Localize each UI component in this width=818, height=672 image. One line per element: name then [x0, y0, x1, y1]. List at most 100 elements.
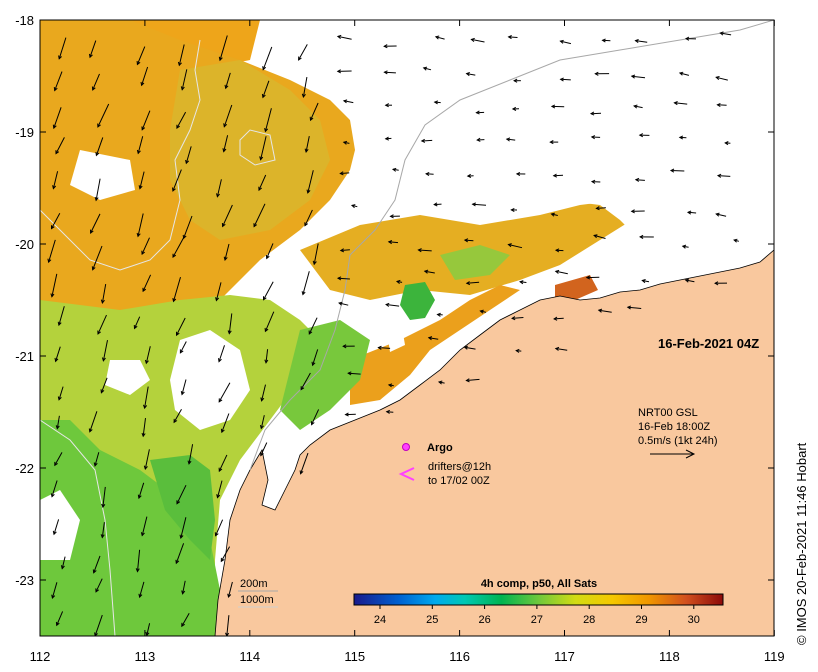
wind-arrow-head — [215, 297, 220, 302]
wind-arrow-head — [222, 148, 227, 153]
wind-arrow — [94, 614, 103, 636]
isobath-200m-label: 200m — [240, 578, 268, 590]
wind-arrow — [134, 316, 141, 329]
wind-arrow — [466, 73, 476, 76]
argo-label: Argo — [427, 442, 453, 454]
wind-arrow — [92, 73, 100, 91]
wind-arrow-head — [639, 234, 644, 239]
wind-arrow-head — [304, 222, 309, 227]
wind-arrow — [716, 213, 727, 217]
wind-arrow-head — [218, 398, 223, 403]
wind-arrow — [53, 519, 60, 535]
wind-arrow-head — [634, 39, 639, 44]
wind-arrow — [264, 108, 272, 132]
wind-arrow-head — [507, 243, 512, 248]
wind-arrow — [95, 578, 103, 593]
wind-arrow — [180, 517, 187, 539]
lat-tick-label: -18 — [15, 13, 34, 28]
wind-arrow-head — [300, 386, 305, 391]
wind-arrow-head — [176, 500, 181, 505]
wind-arrow-head — [140, 81, 145, 87]
wind-arrow-head — [173, 418, 178, 424]
wind-arrow-head — [95, 588, 99, 593]
wind-arrow-head — [384, 103, 390, 108]
wind-arrow-head — [264, 127, 269, 133]
wind-arrow-head — [172, 297, 177, 303]
cloud-gap — [105, 360, 150, 395]
wind-arrow — [138, 482, 145, 499]
wind-arrow — [717, 104, 727, 106]
wind-arrow — [298, 44, 308, 61]
wind-arrow — [674, 102, 688, 105]
wind-arrow — [102, 340, 108, 361]
wind-arrow — [305, 136, 310, 152]
wind-arrow — [631, 75, 646, 79]
wind-arrow — [308, 317, 318, 335]
sst-mid-region — [170, 60, 330, 240]
wind-arrow — [258, 174, 267, 191]
wind-arrow-head — [140, 532, 145, 537]
lat-tick-label: -23 — [15, 573, 34, 588]
wind-arrow-head — [342, 140, 348, 145]
wind-arrow — [222, 204, 233, 227]
wind-arrow — [687, 211, 697, 214]
wind-arrow — [593, 234, 606, 239]
wind-arrow — [378, 347, 391, 349]
wind-arrow — [310, 102, 319, 121]
wind-arrow-head — [218, 358, 222, 363]
wind-arrow-head — [306, 189, 311, 194]
wind-arrow — [343, 100, 354, 104]
wind-arrow-head — [55, 621, 60, 627]
wind-time-label: 16-Feb 18:00Z — [638, 421, 710, 433]
wind-arrow — [426, 173, 434, 175]
wind-arrow — [554, 317, 564, 320]
wind-arrow — [551, 213, 558, 216]
lon-tick-label: 118 — [659, 649, 680, 664]
wind-arrow — [61, 556, 66, 569]
wind-arrow — [506, 138, 516, 141]
wind-arrow-head — [479, 309, 484, 314]
wind-arrow — [424, 270, 435, 274]
wind-arrow — [58, 37, 67, 59]
wind-arrow — [226, 615, 230, 636]
wind-arrow — [384, 71, 396, 74]
wind-arrow-head — [92, 569, 97, 574]
wind-arrow — [679, 72, 690, 76]
wind-arrow — [340, 172, 350, 174]
wind-arrow — [434, 203, 442, 206]
wind-arrow — [423, 67, 432, 71]
colorbar-ticks: 24 25 26 27 28 29 30 — [374, 605, 700, 626]
wind-arrow-head — [172, 253, 177, 259]
wind-arrow-head — [179, 349, 184, 354]
wind-arrow — [141, 110, 151, 130]
wind-arrow — [172, 237, 185, 258]
wind-arrow-head — [259, 424, 264, 430]
wind-arrow-head — [716, 173, 722, 178]
wind-arrow-head — [550, 212, 555, 217]
wind-arrow-head — [681, 244, 687, 249]
wind-arrow-head — [552, 173, 558, 178]
wind-arrow-head — [135, 568, 140, 573]
wind-arrow-head — [223, 256, 228, 262]
wind-arrow-head — [336, 276, 342, 281]
wind-arrow-head — [336, 34, 342, 39]
cloud-gap — [70, 150, 135, 200]
wind-arrow — [635, 40, 648, 43]
wind-arrow — [590, 112, 602, 115]
wind-arrow-head — [258, 186, 263, 192]
wind-arrow-head — [216, 193, 220, 198]
drifters-label-2: to 17/02 00Z — [428, 475, 490, 487]
wind-arrow-head — [433, 202, 438, 207]
wind-arrow — [253, 203, 266, 227]
wind-arrow-head — [90, 229, 94, 234]
wind-arrow-head — [260, 452, 264, 457]
wind-arrow — [172, 169, 182, 192]
wind-arrow-head — [391, 167, 397, 172]
wind-arrow — [313, 243, 319, 265]
wind-arrow-head — [597, 308, 603, 313]
wind-arrow — [225, 72, 231, 89]
wind-arrow — [435, 36, 445, 40]
wind-arrow-head — [89, 53, 93, 59]
wind-arrow — [228, 313, 233, 334]
wind-arrow-head — [553, 316, 558, 321]
